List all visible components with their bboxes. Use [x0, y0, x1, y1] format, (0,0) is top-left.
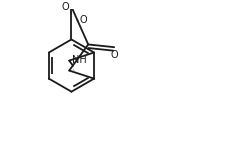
Text: O: O	[62, 2, 69, 12]
Text: NH: NH	[72, 55, 87, 65]
Text: O: O	[80, 15, 88, 25]
Text: O: O	[110, 49, 118, 59]
